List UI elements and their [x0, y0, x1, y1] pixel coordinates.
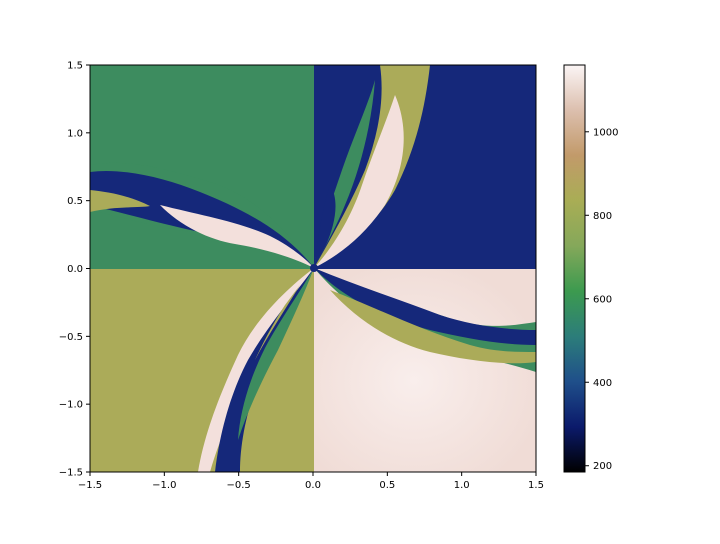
boundary-upper-left-olive — [90, 190, 150, 212]
x-tick-label: −1.5 — [78, 480, 102, 491]
boundary-lower-right-olive — [330, 290, 536, 364]
colorbar-axis: 200 400 600 800 1000 — [585, 127, 618, 472]
colorbar-tick-label: 200 — [593, 461, 612, 472]
x-tick-label: 0.0 — [305, 480, 321, 491]
y-tick-label: 1.0 — [67, 128, 83, 139]
heatmap-plot-area — [90, 65, 536, 472]
colorbar — [563, 64, 586, 473]
y-tick-label: −1.5 — [59, 468, 83, 479]
x-tick-label: −0.5 — [227, 480, 251, 491]
boundary-upper-left-pink — [160, 205, 314, 268]
x-tick-label: 1.5 — [528, 480, 544, 491]
y-tick-label: −1.0 — [59, 400, 83, 411]
colorbar-tick-label: 1000 — [593, 127, 618, 138]
x-axis: −1.5 −1.0 −0.5 0.0 0.5 1.0 1.5 — [78, 472, 544, 491]
boundary-upper-right-navy — [314, 185, 336, 268]
x-tick-label: 0.5 — [379, 480, 395, 491]
x-tick-label: −1.0 — [152, 480, 176, 491]
colorbar-tick-label: 600 — [593, 294, 612, 305]
swirl-center — [310, 264, 318, 272]
y-tick-label: 0.5 — [67, 196, 83, 207]
y-tick-label: 1.5 — [67, 61, 83, 72]
boundary-lower-left-navy — [215, 268, 314, 472]
boundary-lower-left-green — [238, 268, 314, 440]
y-tick-label: −0.5 — [59, 332, 83, 343]
y-axis: 1.5 1.0 0.5 0.0 −0.5 −1.0 −1.5 — [59, 61, 90, 479]
y-tick-label: 0.0 — [67, 264, 83, 275]
x-tick-label: 1.0 — [454, 480, 470, 491]
colorbar-tick-label: 400 — [593, 378, 612, 389]
colorbar-tick-label: 800 — [593, 211, 612, 222]
boundary-upper-right-pink — [314, 95, 404, 268]
boundary-lower-right-navy — [314, 268, 536, 345]
